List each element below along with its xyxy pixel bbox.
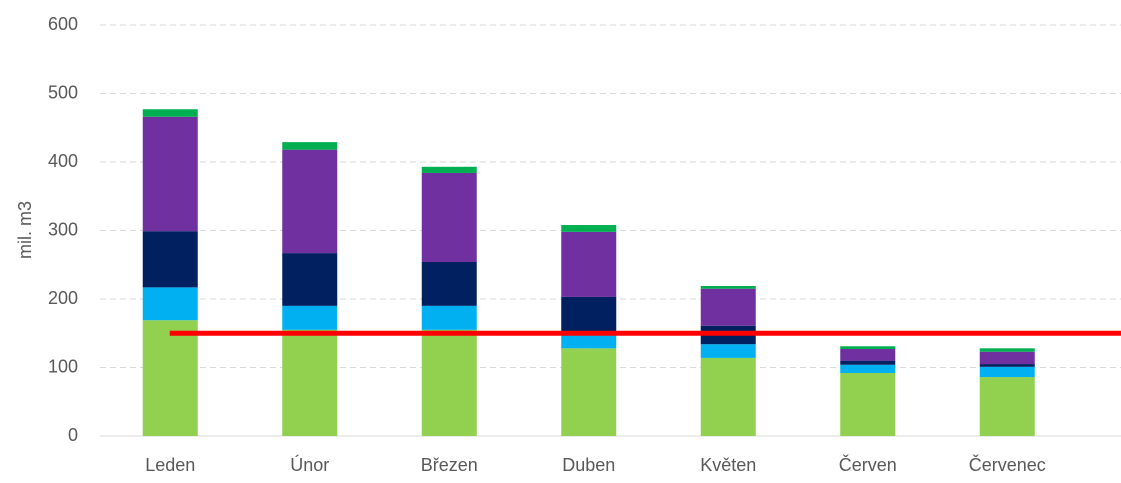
bar-segment <box>979 366 1035 378</box>
y-tick-label: 200 <box>48 288 78 308</box>
bar-segment <box>561 225 617 232</box>
bar-segment <box>700 285 756 289</box>
y-tick-label: 600 <box>48 14 78 34</box>
x-tick-label: Leden <box>145 455 195 475</box>
bar-segment <box>142 231 198 288</box>
bar-segment <box>840 372 896 436</box>
bar-segment <box>142 287 198 321</box>
bar-segment <box>142 109 198 117</box>
bar-segment <box>700 344 756 358</box>
x-tick-label: Duben <box>562 455 615 475</box>
bar-segment <box>979 377 1035 436</box>
bar-segment <box>282 149 338 254</box>
bar-segment <box>142 320 198 436</box>
y-tick-label: 300 <box>48 219 78 239</box>
bar-segment <box>561 335 617 349</box>
x-tick-label: Červen <box>839 454 897 475</box>
bar-segment <box>421 262 477 306</box>
bar-segment <box>282 253 338 306</box>
bar-segment <box>979 364 1035 367</box>
x-tick-label: Únor <box>290 454 329 475</box>
bar-segment <box>421 305 477 330</box>
bar-segment <box>142 116 198 232</box>
bar-segment <box>282 329 338 436</box>
bar-segment <box>282 305 338 330</box>
x-tick-label: Březen <box>421 455 478 475</box>
bar-segment <box>700 288 756 326</box>
bar-segment <box>561 348 617 436</box>
bar-segment <box>700 357 756 436</box>
bar-segment <box>979 351 1035 365</box>
bar-segment <box>421 166 477 173</box>
bar-segment <box>561 296 617 336</box>
bar-segment <box>282 142 338 150</box>
bar-segment <box>979 348 1035 352</box>
bar-segment <box>421 172 477 263</box>
x-tick-label: Květen <box>700 455 756 475</box>
bar-segment <box>840 360 896 365</box>
y-axis-label: mil. m3 <box>15 201 35 259</box>
bar-segment <box>840 349 896 361</box>
x-tick-label: Červenec <box>969 454 1046 475</box>
y-tick-label: 400 <box>48 151 78 171</box>
y-tick-label: 100 <box>48 356 78 376</box>
y-tick-label: 0 <box>68 425 78 445</box>
bar-segment <box>840 346 896 350</box>
bar-segment <box>561 231 617 297</box>
bar-segment <box>421 329 477 436</box>
bar-segment <box>840 364 896 373</box>
y-tick-label: 500 <box>48 82 78 102</box>
